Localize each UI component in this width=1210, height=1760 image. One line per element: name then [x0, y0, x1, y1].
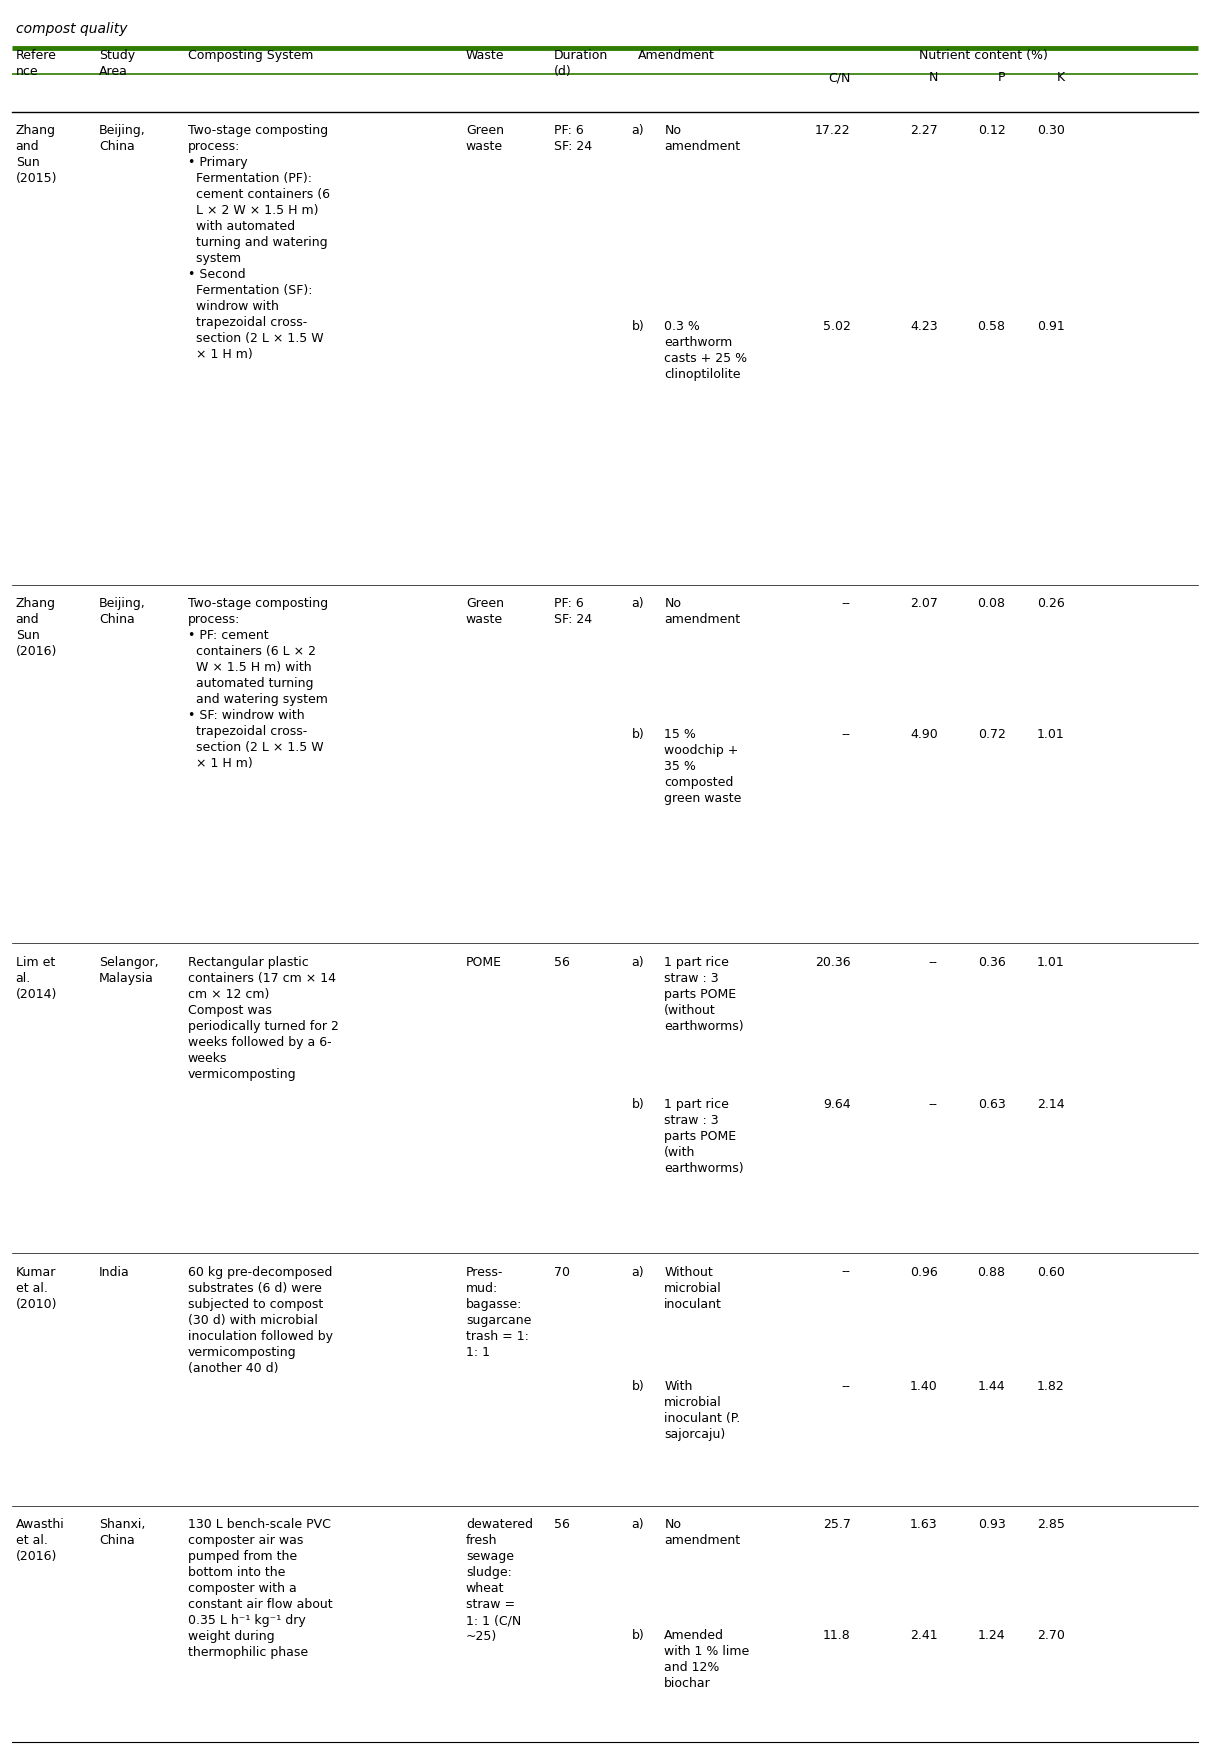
Text: compost quality: compost quality [16, 21, 127, 35]
Text: India: India [99, 1265, 129, 1278]
Text: 2.41: 2.41 [910, 1630, 938, 1642]
Text: 0.93: 0.93 [978, 1519, 1006, 1531]
Text: 0.88: 0.88 [978, 1265, 1006, 1278]
Text: Press-
mud:
bagasse:
sugarcane
trash = 1:
1: 1: Press- mud: bagasse: sugarcane trash = 1… [466, 1265, 531, 1359]
Text: 56: 56 [554, 956, 570, 968]
Text: Rectangular plastic
containers (17 cm × 14
cm × 12 cm)
Compost was
periodically : Rectangular plastic containers (17 cm × … [188, 956, 339, 1081]
Text: Beijing,
China: Beijing, China [99, 597, 146, 627]
Text: With
microbial
inoculant (P.
sajorcaju): With microbial inoculant (P. sajorcaju) [664, 1380, 741, 1441]
Text: b): b) [632, 1630, 645, 1642]
Text: 0.30: 0.30 [1037, 123, 1065, 137]
Text: Beijing,
China: Beijing, China [99, 123, 146, 153]
Text: Without
microbial
inoculant: Without microbial inoculant [664, 1265, 722, 1311]
Text: 1.24: 1.24 [978, 1630, 1006, 1642]
Text: POME: POME [466, 956, 502, 968]
Text: 56: 56 [554, 1519, 570, 1531]
Text: Two-stage composting
process:
• PF: cement
  containers (6 L × 2
  W × 1.5 H m) : Two-stage composting process: • PF: ceme… [188, 597, 328, 769]
Text: Two-stage composting
process:
• Primary
  Fermentation (PF):
  cement containers: Two-stage composting process: • Primary … [188, 123, 329, 361]
Text: Study
Area: Study Area [99, 49, 136, 77]
Text: Zhang
and
Sun
(2015): Zhang and Sun (2015) [16, 123, 57, 185]
Text: a): a) [632, 597, 644, 611]
Text: Kumar
et al.
(2010): Kumar et al. (2010) [16, 1265, 57, 1311]
Text: 4.90: 4.90 [910, 729, 938, 741]
Text: 0.96: 0.96 [910, 1265, 938, 1278]
Text: No
amendment: No amendment [664, 597, 741, 627]
Text: Waste: Waste [466, 49, 505, 62]
Text: 0.60: 0.60 [1037, 1265, 1065, 1278]
Text: 20.36: 20.36 [816, 956, 851, 968]
Text: Amended
with 1 % lime
and 12%
biochar: Amended with 1 % lime and 12% biochar [664, 1630, 749, 1690]
Text: 15 %
woodchip +
35 %
composted
green waste: 15 % woodchip + 35 % composted green was… [664, 729, 742, 804]
Text: 0.72: 0.72 [978, 729, 1006, 741]
Text: PF: 6
SF: 24: PF: 6 SF: 24 [554, 597, 593, 627]
Text: K: K [1056, 70, 1065, 84]
Text: No
amendment: No amendment [664, 123, 741, 153]
Text: 0.3 %
earthworm
casts + 25 %
clinoptilolite: 0.3 % earthworm casts + 25 % clinoptilol… [664, 320, 748, 380]
Text: 1.82: 1.82 [1037, 1380, 1065, 1392]
Text: 5.02: 5.02 [823, 320, 851, 333]
Text: 2.07: 2.07 [910, 597, 938, 611]
Text: 1.01: 1.01 [1037, 956, 1065, 968]
Text: 17.22: 17.22 [816, 123, 851, 137]
Text: a): a) [632, 1265, 644, 1278]
Text: 0.63: 0.63 [978, 1098, 1006, 1111]
Text: 1.01: 1.01 [1037, 729, 1065, 741]
Text: PF: 6
SF: 24: PF: 6 SF: 24 [554, 123, 593, 153]
Text: --: -- [842, 1380, 851, 1392]
Text: a): a) [632, 1519, 644, 1531]
Text: C/N: C/N [829, 70, 851, 84]
Text: 130 L bench-scale PVC
composter air was
pumped from the
bottom into the
composte: 130 L bench-scale PVC composter air was … [188, 1519, 333, 1660]
Text: 2.70: 2.70 [1037, 1630, 1065, 1642]
Text: --: -- [929, 956, 938, 968]
Text: 1.40: 1.40 [910, 1380, 938, 1392]
Text: 60 kg pre-decomposed
substrates (6 d) were
subjected to compost
(30 d) with micr: 60 kg pre-decomposed substrates (6 d) we… [188, 1265, 333, 1375]
Text: dewatered
fresh
sewage
sludge:
wheat
straw =
1: 1 (C/N
~25): dewatered fresh sewage sludge: wheat str… [466, 1519, 532, 1644]
Text: 1.63: 1.63 [910, 1519, 938, 1531]
Text: Composting System: Composting System [188, 49, 313, 62]
Text: --: -- [842, 1265, 851, 1278]
Text: N: N [928, 70, 938, 84]
Text: 2.27: 2.27 [910, 123, 938, 137]
Text: 0.91: 0.91 [1037, 320, 1065, 333]
Text: b): b) [632, 320, 645, 333]
Text: Nutrient content (%): Nutrient content (%) [918, 49, 1048, 62]
Text: 1 part rice
straw : 3
parts POME
(with
earthworms): 1 part rice straw : 3 parts POME (with e… [664, 1098, 744, 1176]
Text: 0.58: 0.58 [978, 320, 1006, 333]
Text: 4.23: 4.23 [910, 320, 938, 333]
Text: Refere
nce: Refere nce [16, 49, 57, 77]
Text: 25.7: 25.7 [823, 1519, 851, 1531]
Text: 0.26: 0.26 [1037, 597, 1065, 611]
Text: 70: 70 [554, 1265, 570, 1278]
Text: b): b) [632, 1380, 645, 1392]
Text: b): b) [632, 729, 645, 741]
Text: 11.8: 11.8 [823, 1630, 851, 1642]
Text: 9.64: 9.64 [823, 1098, 851, 1111]
Text: --: -- [842, 729, 851, 741]
Text: Selangor,
Malaysia: Selangor, Malaysia [99, 956, 159, 984]
Text: 0.36: 0.36 [978, 956, 1006, 968]
Text: --: -- [842, 597, 851, 611]
Text: Green
waste: Green waste [466, 123, 503, 153]
Text: Shanxi,
China: Shanxi, China [99, 1519, 145, 1547]
Text: 2.85: 2.85 [1037, 1519, 1065, 1531]
Text: a): a) [632, 956, 644, 968]
Text: Amendment: Amendment [638, 49, 715, 62]
Text: Lim et
al.
(2014): Lim et al. (2014) [16, 956, 57, 1001]
Text: Zhang
and
Sun
(2016): Zhang and Sun (2016) [16, 597, 57, 658]
Text: Green
waste: Green waste [466, 597, 503, 627]
Text: 0.12: 0.12 [978, 123, 1006, 137]
Text: 0.08: 0.08 [978, 597, 1006, 611]
Text: No
amendment: No amendment [664, 1519, 741, 1547]
Text: b): b) [632, 1098, 645, 1111]
Text: 1 part rice
straw : 3
parts POME
(without
earthworms): 1 part rice straw : 3 parts POME (withou… [664, 956, 744, 1033]
Text: a): a) [632, 123, 644, 137]
Text: 1.44: 1.44 [978, 1380, 1006, 1392]
Text: Awasthi
et al.
(2016): Awasthi et al. (2016) [16, 1519, 64, 1563]
Text: --: -- [929, 1098, 938, 1111]
Text: 2.14: 2.14 [1037, 1098, 1065, 1111]
Text: P: P [998, 70, 1006, 84]
Text: Duration
(d): Duration (d) [554, 49, 609, 77]
